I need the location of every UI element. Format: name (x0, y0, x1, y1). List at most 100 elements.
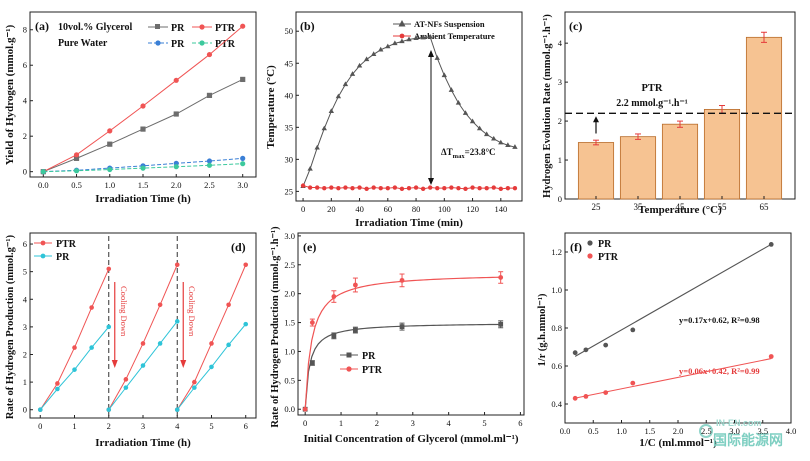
panel-f-xtick-label: 1.0 (616, 426, 627, 436)
panel-b-series-0-point (441, 72, 448, 78)
panel-b-series-0-point (434, 55, 440, 60)
panel-a-series-3-point (206, 162, 213, 168)
panel-b-annotation-text: ΔTmax=23.8°C (441, 147, 496, 160)
panel-e-xtick-label: 3 (411, 418, 415, 428)
panel-a-series-0-point (206, 92, 213, 98)
panel-e-xtick-label: 0 (303, 418, 307, 428)
panel-c-ylabel: Hydrogen Evolution Rate (mmol.g⁻¹.h⁻¹) (542, 14, 553, 198)
panel-f-xtick-label: 2.5 (701, 426, 712, 436)
panel-a-xtick-label: 3.0 (237, 180, 248, 190)
panel-b-series-0-point (314, 144, 320, 150)
panel-d-xtick-label: 1 (72, 421, 76, 431)
panel-d-legend-0: PTR (34, 239, 77, 250)
panel-a-series-2-point (240, 155, 246, 161)
panel-d-series-1-point (89, 345, 94, 350)
panel-b-series-0-point (476, 125, 483, 131)
panel-e-series-0-point (352, 327, 358, 333)
panel-b-xtick-label: 20 (327, 204, 336, 214)
panel-c-bar (703, 108, 741, 200)
panel-a-series-3-point (107, 166, 113, 173)
panel-f-series-1-point (583, 394, 589, 399)
panel-b-legend-0-label: AT-NFs Suspension (414, 19, 485, 29)
panel-a-series-0-point (173, 111, 179, 117)
panel-e-ytick-label: 3.0 (284, 231, 295, 241)
panel-d-series-1-point (226, 342, 231, 348)
panel-c-xtick-label: 55 (718, 202, 728, 212)
panel-e-series-1-point (331, 294, 337, 299)
panel-a-series-1-point (140, 103, 146, 109)
panel-f: (f) PR PTR y=0.17x+0.62, R²=0.98 y=0.06x… (537, 232, 792, 449)
panel-b-series-0-point (469, 118, 476, 124)
panel-d-series-1-point (55, 386, 60, 392)
panel-e-ytick-label: 0.5 (284, 375, 295, 385)
panel-b-ytick-label: 25 (285, 186, 294, 196)
panel-b-series-1-point (364, 186, 369, 192)
panel-b-series-1-point (314, 185, 320, 190)
panel-b-xtick-label: 140 (494, 204, 507, 214)
watermark-line-1: IN-EN.com (716, 418, 762, 428)
panel-d-series-0-point (243, 262, 249, 268)
panel-a-series-1-point (107, 128, 113, 134)
panel-a-series-0-point (140, 126, 146, 132)
panel-b-series-1-point (406, 185, 412, 191)
panel-b-series-0-point (498, 139, 504, 145)
panel-e-xtick-label: 1 (339, 418, 343, 428)
panel-d-ytick-label: 0 (23, 405, 27, 415)
panel-c-bar (661, 123, 699, 200)
panel-d-legend-0-label: PTR (56, 239, 77, 250)
panel-b-series-0-point (307, 165, 313, 171)
panel-b-series-1-point (378, 185, 383, 191)
panel-e-xtick-label: 5 (482, 418, 486, 428)
panel-b-xtick-label: 100 (438, 204, 451, 214)
panel-a-xtick-label: 2.0 (171, 180, 182, 190)
panel-b-series-1-point (329, 185, 334, 190)
panel-e-xtick-label: 2 (375, 418, 379, 428)
panel-d-ytick-label: 2 (23, 349, 27, 359)
panel-f-ylabel: 1/r (g.h.mmol⁻¹) (537, 293, 548, 366)
panel-f-series-0-fit-line (574, 243, 772, 357)
panel-c-arrow-head (593, 116, 599, 123)
panel-f-series-0-point (630, 327, 636, 333)
panel-b-series-1-point (420, 186, 426, 192)
panel-d-series-0-point (72, 345, 77, 350)
panel-c-ytick-label: 2 (558, 116, 562, 126)
panel-e-frame (297, 232, 525, 416)
panel-b-series-0-point (399, 38, 405, 44)
panel-a-xtick-label: 0.5 (71, 180, 82, 190)
panel-b-ytick-label: 35 (285, 122, 294, 132)
panel-c-ytick-label: 3 (558, 77, 562, 87)
panel-b-series-1-point (505, 185, 511, 191)
panel-a-legend-title-2: Pure Water (58, 38, 108, 49)
panel-b-ytick-label: 50 (285, 26, 294, 36)
panel-a-series-3-point (140, 165, 146, 171)
panel-b-series-0-point (406, 36, 412, 42)
panel-b-series-1-point (385, 185, 391, 191)
panel-d-series-1-point (192, 385, 197, 390)
panel-f-series-1-point (768, 354, 774, 359)
panel-f-series-1-point (630, 380, 636, 386)
panel-d-series-1-point (157, 341, 163, 346)
panel-b-series-0-point (363, 56, 370, 62)
panel-d-series-0-point (140, 341, 146, 346)
panel-a-legend-0: PR (148, 23, 185, 34)
panel-b-label: (b) (300, 19, 315, 33)
panel-d-series-1-point (209, 364, 214, 370)
panel-a-legend-title-1: 10vol.% Glycerol (58, 22, 132, 33)
panel-c-ytick-label: 4 (558, 38, 563, 48)
watermark-line-2: 国际能源网 (713, 432, 783, 449)
panel-e-ytick-label: 0.0 (284, 404, 295, 414)
panel-c-bar (577, 142, 615, 200)
panel-b-ytick-label: 45 (285, 58, 294, 68)
panel-d-ylabel: Rate of Hydrogen Production (mmol.g⁻¹) (5, 234, 16, 419)
panel-c-bar (619, 136, 657, 200)
panel-f-ytick-label: 0.8 (551, 323, 562, 333)
panel-a-xtick-label: 1.5 (138, 180, 149, 190)
panel-e-ytick-label: 2.5 (284, 260, 295, 270)
panel-f-legend-1-label: PTR (598, 252, 619, 263)
panel-b-series-1-point (463, 186, 468, 192)
panel-e-ytick-label: 2.0 (284, 289, 295, 299)
panel-d-xtick-label: 3 (141, 421, 145, 431)
panel-b-series-0-point (512, 144, 518, 149)
panel-e-series-0-point (399, 324, 405, 329)
panel-b-xtick-label: 40 (355, 204, 364, 214)
